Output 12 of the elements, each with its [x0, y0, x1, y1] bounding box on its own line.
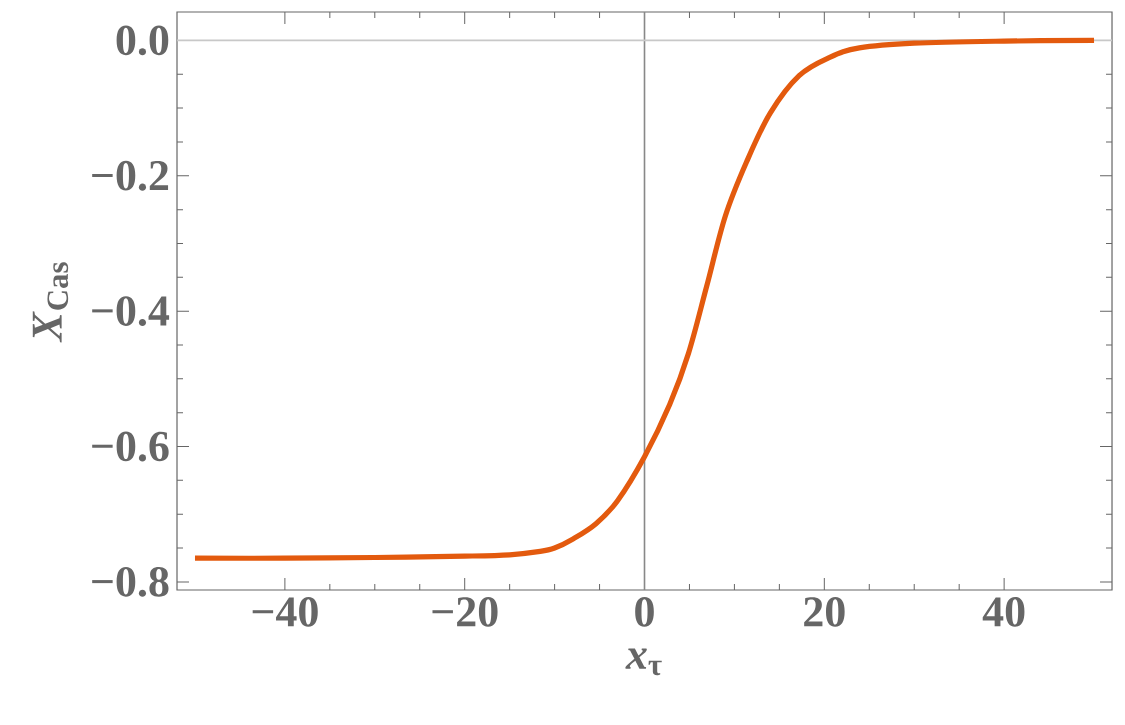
x-tick-label: −20	[432, 597, 498, 627]
y-tick-label: −0.4	[92, 296, 170, 327]
y-tick-label: −0.8	[92, 566, 169, 597]
y-tick-label: −0.2	[92, 160, 169, 191]
x-tick-label: 20	[804, 597, 845, 627]
y-axis-title: X$_{Cas}$	[32, 262, 69, 343]
x-tick-label: 0	[635, 597, 654, 627]
x-axis-title: x$_{τ}$	[625, 648, 662, 676]
y-tick-label: 0.0	[116, 25, 169, 56]
x-tick-label: 40	[982, 597, 1025, 627]
x-tick-label: −40	[252, 597, 318, 627]
y-tick-label: −0.6	[92, 431, 169, 462]
